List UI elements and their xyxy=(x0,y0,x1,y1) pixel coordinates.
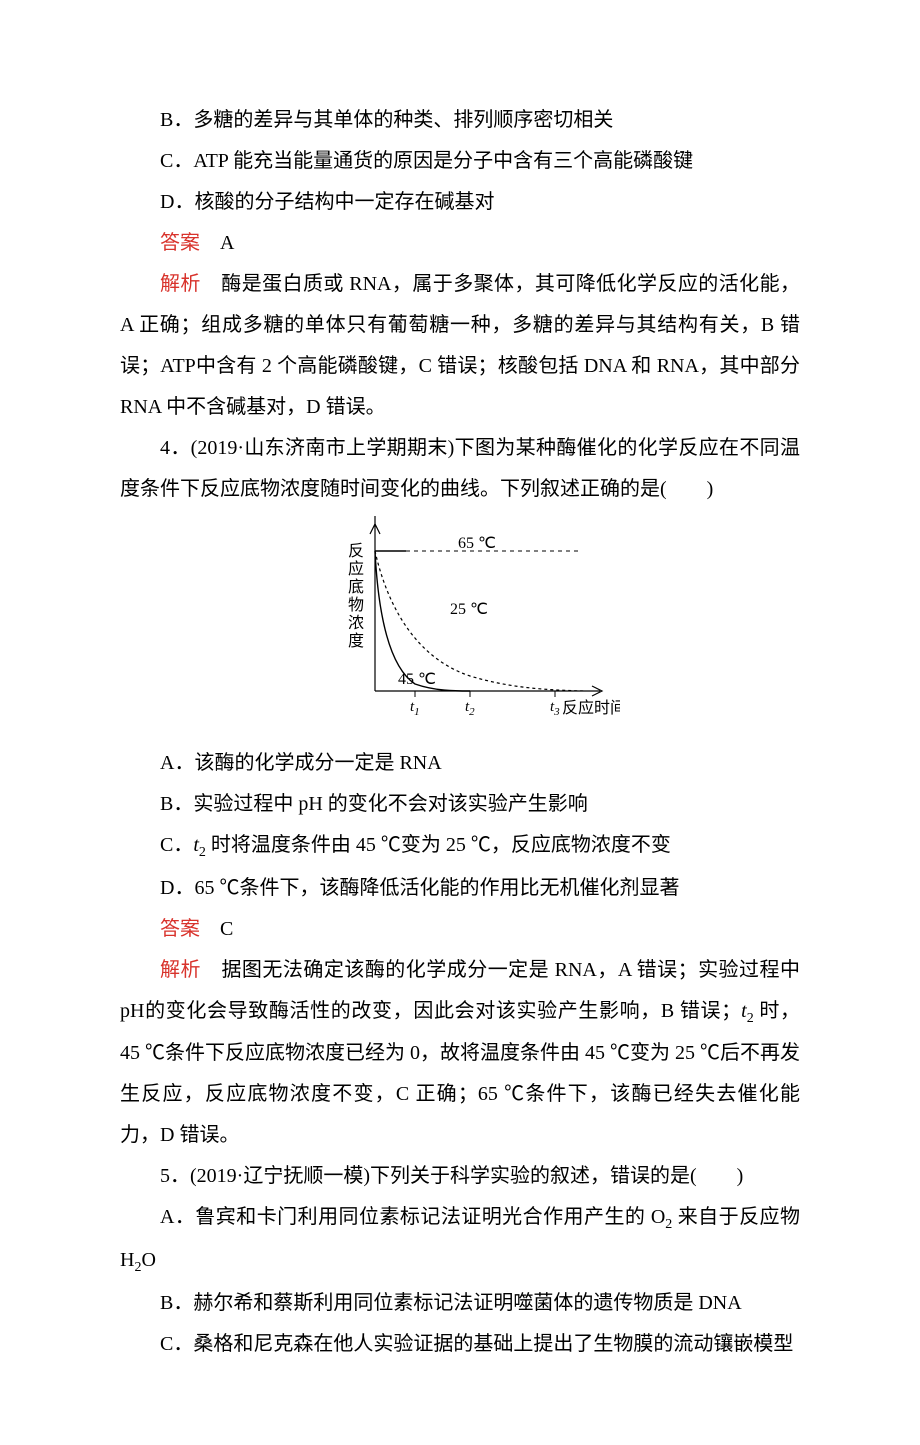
page: B．多糖的差异与其单体的种类、排列顺序密切相关 C．ATP 能充当能量通货的原因… xyxy=(0,0,920,1445)
q3-answer-value: A xyxy=(220,232,234,254)
chart-svg: 反 应 底 物 浓 度 65 ℃ 25 ℃ 45 ℃ t1 t2 t xyxy=(300,516,620,726)
q5-option-c: C．桑格和尼克森在他人实验证据的基础上提出了生物膜的流动镶嵌模型 xyxy=(120,1324,800,1365)
q3-explain: 解析 酶是蛋白质或 RNA，属于多聚体，其可降低化学反应的活化能，A 正确；组成… xyxy=(120,264,800,428)
q4-stem: 4．(2019·山东济南市上学期期末)下图为某种酶催化的化学反应在不同温度条件下… xyxy=(120,428,800,510)
q3-option-b: B．多糖的差异与其单体的种类、排列顺序密切相关 xyxy=(120,100,800,141)
q5-stem: 5．(2019·辽宁抚顺一模)下列关于科学实验的叙述，错误的是( ) xyxy=(120,1156,800,1197)
x-axis-label: 反应时间 xyxy=(562,698,620,717)
q4-explain-pre: 据图无法确定该酶的化学成分一定是 RNA，A 错误；实验过程中 pH的变化会导致… xyxy=(120,959,800,1022)
q4-explain-sub: 2 xyxy=(747,1011,754,1026)
q4-c-sub: 2 xyxy=(199,845,206,860)
explain-label: 解析 xyxy=(160,273,201,295)
tick-t1-label: t1 xyxy=(410,699,420,718)
q5-a-post: O xyxy=(141,1249,155,1271)
label-65: 65 ℃ xyxy=(458,535,496,552)
q4-figure: 反 应 底 物 浓 度 65 ℃ 25 ℃ 45 ℃ t1 t2 t xyxy=(120,516,800,741)
answer-label: 答案 xyxy=(160,918,200,940)
curve-45 xyxy=(375,551,470,691)
q4-answer-value: C xyxy=(220,918,233,940)
q4-option-d: D．65 ℃条件下，该酶降低活化能的作用比无机催化剂显著 xyxy=(120,868,800,909)
tick-t3-label: t3 xyxy=(550,699,560,718)
q3-option-c: C．ATP 能充当能量通货的原因是分子中含有三个高能磷酸键 xyxy=(120,141,800,182)
curve-25 xyxy=(375,551,585,691)
q4-option-b: B．实验过程中 pH 的变化不会对该实验产生影响 xyxy=(120,784,800,825)
answer-label: 答案 xyxy=(160,232,200,254)
q4-c-pre: C． xyxy=(160,834,193,856)
q4-option-c: C．t2 时将温度条件由 45 ℃变为 25 ℃，反应底物浓度不变 xyxy=(120,825,800,868)
q3-explain-text: 酶是蛋白质或 RNA，属于多聚体，其可降低化学反应的活化能，A 正确；组成多糖的… xyxy=(120,273,800,418)
q4-c-post: 时将温度条件由 45 ℃变为 25 ℃，反应底物浓度不变 xyxy=(206,834,671,856)
tick-t2-label: t2 xyxy=(465,699,475,718)
q5-option-a: A．鲁宾和卡门利用同位素标记法证明光合作用产生的 O2 来自于反应物 H2O xyxy=(120,1197,800,1282)
q4-option-a: A．该酶的化学成分一定是 RNA xyxy=(120,743,800,784)
label-25: 25 ℃ xyxy=(450,601,488,618)
label-45: 45 ℃ xyxy=(398,671,436,688)
explain-label: 解析 xyxy=(160,959,201,981)
q4-answer: 答案 C xyxy=(120,909,800,950)
q5-option-b: B．赫尔希和蔡斯利用同位素标记法证明噬菌体的遗传物质是 DNA xyxy=(120,1283,800,1324)
y-axis-label: 反 应 底 物 浓 度 xyxy=(348,542,368,650)
q5-a-pre: A．鲁宾和卡门利用同位素标记法证明光合作用产生的 O xyxy=(160,1206,665,1228)
q3-option-d: D．核酸的分子结构中一定存在碱基对 xyxy=(120,182,800,223)
q4-explain: 解析 据图无法确定该酶的化学成分一定是 RNA，A 错误；实验过程中 pH的变化… xyxy=(120,950,800,1157)
q3-answer: 答案 A xyxy=(120,223,800,264)
